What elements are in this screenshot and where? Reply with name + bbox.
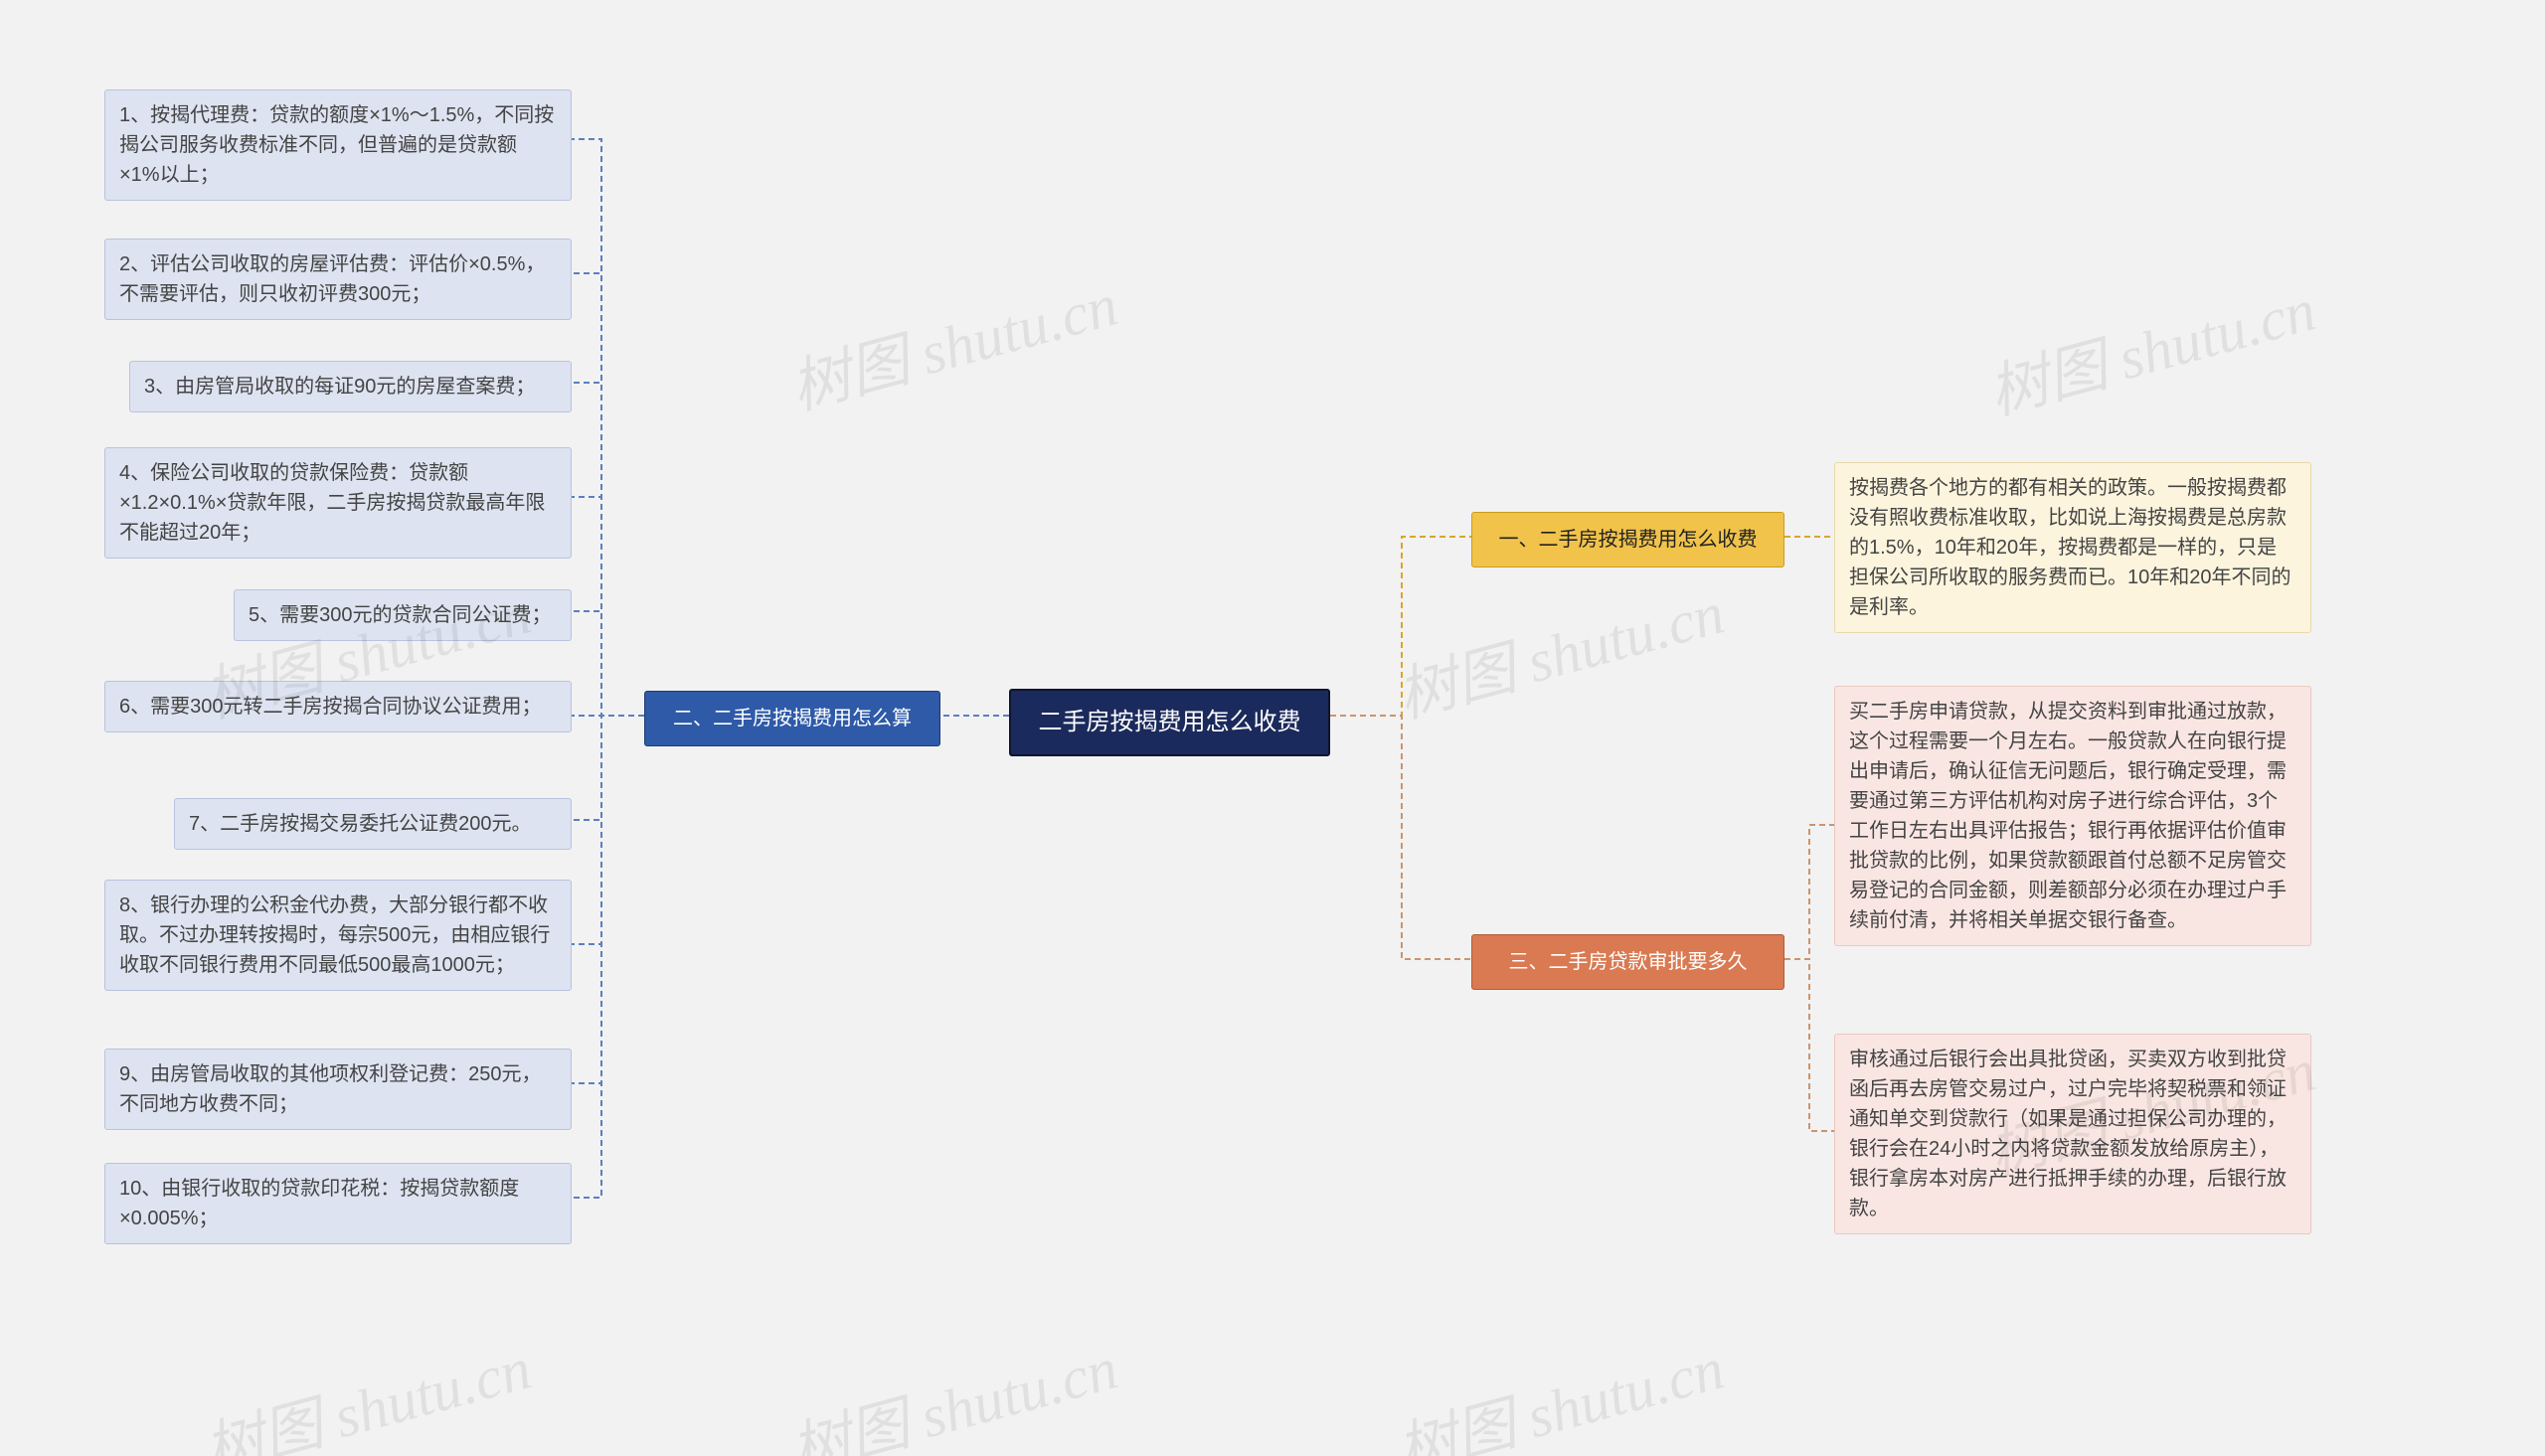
branch-section-2[interactable]: 二、二手房按揭费用怎么算 [644, 691, 940, 746]
leaf-s2-7: 7、二手房按揭交易委托公证费200元。 [174, 798, 572, 850]
branch-section-3[interactable]: 三、二手房贷款审批要多久 [1471, 934, 1784, 990]
root-node[interactable]: 二手房按揭费用怎么收费 [1009, 689, 1330, 756]
leaf-s3-1: 买二手房申请贷款，从提交资料到审批通过放款，这个过程需要一个月左右。一般贷款人在… [1834, 686, 2311, 946]
leaf-s2-6: 6、需要300元转二手房按揭合同协议公证费用； [104, 681, 572, 732]
leaf-s2-10: 10、由银行收取的贷款印花税：按揭贷款额度×0.005%； [104, 1163, 572, 1244]
leaf-s2-4: 4、保险公司收取的贷款保险费：贷款额×1.2×0.1%×贷款年限，二手房按揭贷款… [104, 447, 572, 559]
watermark: 树图 shutu.cn [193, 1320, 539, 1456]
branch-section-1[interactable]: 一、二手房按揭费用怎么收费 [1471, 512, 1784, 567]
leaf-s2-8: 8、银行办理的公积金代办费，大部分银行都不收取。不过办理转按揭时，每宗500元，… [104, 880, 572, 991]
leaf-s2-9: 9、由房管局收取的其他项权利登记费：250元，不同地方收费不同； [104, 1049, 572, 1130]
watermark: 树图 shutu.cn [1386, 565, 1732, 734]
leaf-s2-2: 2、评估公司收取的房屋评估费：评估价×0.5%，不需要评估，则只收初评费300元… [104, 239, 572, 320]
leaf-s2-5: 5、需要300元的贷款合同公证费； [234, 589, 572, 641]
leaf-s2-3: 3、由房管局收取的每证90元的房屋查案费； [129, 361, 572, 412]
leaf-s3-2: 审核通过后银行会出具批贷函，买卖双方收到批贷函后再去房管交易过户，过户完毕将契税… [1834, 1034, 2311, 1234]
watermark: 树图 shutu.cn [779, 256, 1125, 426]
watermark: 树图 shutu.cn [1386, 1320, 1732, 1456]
watermark: 树图 shutu.cn [1977, 261, 2323, 431]
watermark: 树图 shutu.cn [779, 1320, 1125, 1456]
leaf-s2-1: 1、按揭代理费：贷款的额度×1%～1.5%，不同按揭公司服务收费标准不同，但普遍… [104, 89, 572, 201]
leaf-s1-1: 按揭费各个地方的都有相关的政策。一般按揭费都没有照收费标准收取，比如说上海按揭费… [1834, 462, 2311, 633]
